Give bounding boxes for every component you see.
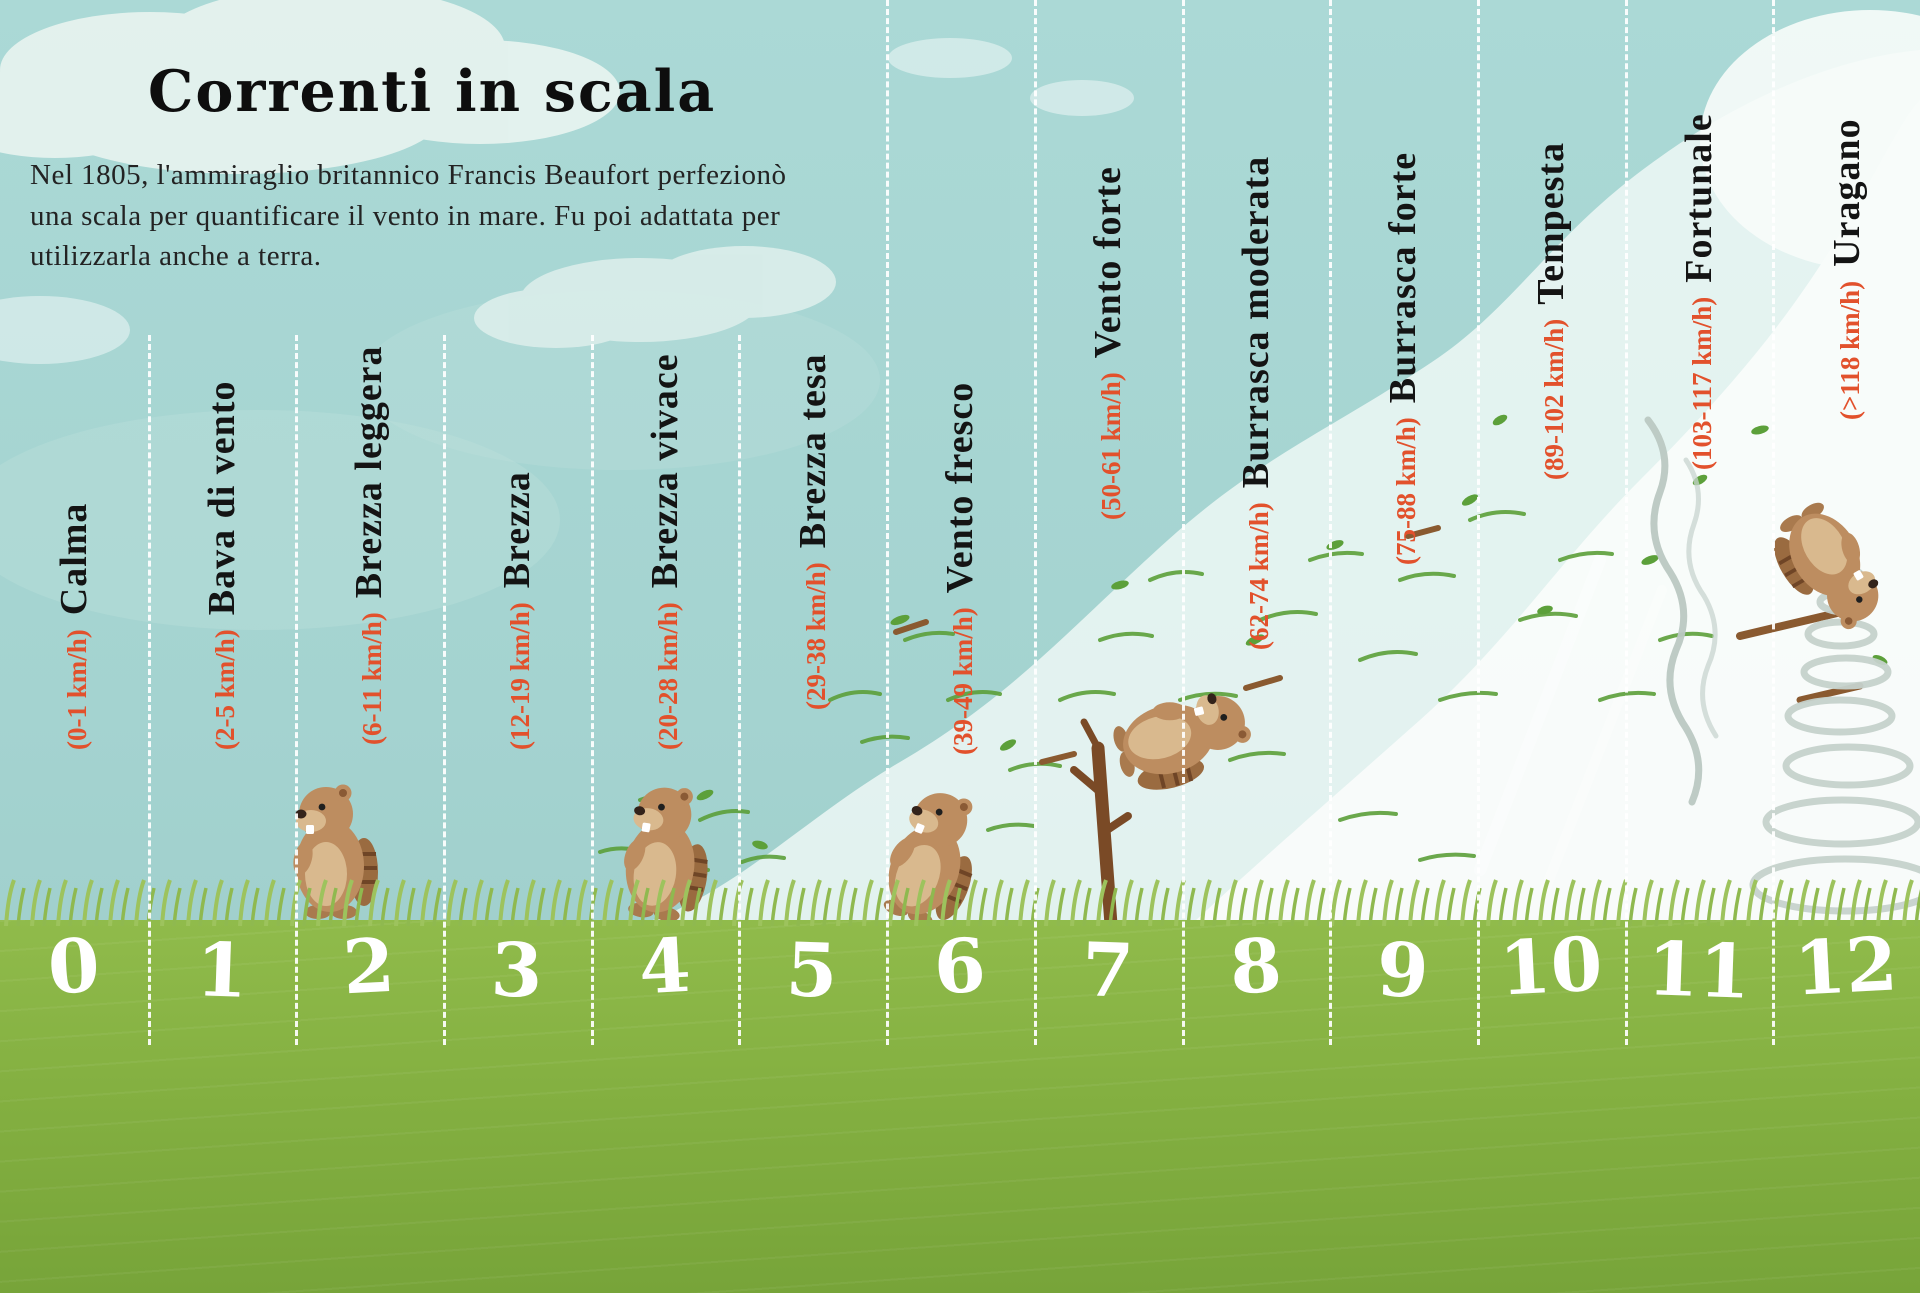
scale-number-1: 1: [194, 927, 249, 1015]
wind-name: Brezza leggera: [348, 345, 390, 599]
scale-number-3: 3: [489, 927, 545, 1015]
scale-number-4: 4: [636, 922, 693, 1012]
beaufort-label-7: (50-61 km/h) Vento forte: [1086, 166, 1138, 520]
header: Correnti in scala Nel 1805, l'ammiraglio…: [30, 58, 810, 277]
speed-range: (50-61 km/h): [1096, 372, 1126, 520]
clouds: [0, 0, 1134, 364]
grass-fringe: [0, 874, 1920, 928]
speed-range: (89-102 km/h): [1539, 318, 1569, 480]
column-divider: [738, 335, 741, 1045]
scale-number-10: 10: [1497, 921, 1605, 1013]
column-divider: [591, 335, 594, 1045]
scale-number-9: 9: [1375, 927, 1431, 1015]
wind-name: Calma: [53, 502, 95, 616]
wind-name: Burrasca moderata: [1235, 155, 1277, 489]
wind-name: Brezza: [496, 471, 538, 589]
column-divider: [1182, 0, 1185, 1045]
speed-range: (0-1 km/h): [62, 629, 92, 750]
speed-range: (12-19 km/h): [505, 602, 535, 750]
page-title: Correnti in scala: [148, 58, 717, 125]
beaufort-label-3: (12-19 km/h) Brezza: [495, 471, 547, 750]
speed-range: (39-49 km/h): [948, 607, 978, 755]
scale-number-6: 6: [932, 922, 988, 1012]
wind-name: Bava di vento: [201, 380, 243, 616]
column-divider: [1034, 0, 1037, 1045]
wind-name: Fortunale: [1678, 113, 1720, 283]
column-divider: [148, 335, 151, 1045]
beaufort-label-5: (29-38 km/h) Brezza tesa: [791, 353, 843, 710]
column-divider: [1625, 0, 1628, 1045]
wind-name: Brezza vivace: [644, 353, 686, 589]
speed-range: (29-38 km/h): [801, 562, 831, 710]
beaufort-label-12: (>118 km/h) Uragano: [1825, 118, 1877, 420]
beaufort-label-2: (6-11 km/h) Brezza leggera: [347, 345, 399, 745]
scale-number-12: 12: [1792, 921, 1900, 1013]
scale-number-0: 0: [45, 922, 102, 1012]
scale-number-11: 11: [1645, 926, 1752, 1016]
speed-range: (62-74 km/h): [1244, 502, 1274, 650]
beaufort-label-9: (75-88 km/h) Burrasca forte: [1381, 152, 1433, 565]
beaufort-label-1: (2-5 km/h) Bava di vento: [200, 381, 252, 750]
speed-range: (2-5 km/h): [210, 629, 240, 750]
wind-name: Vento fresco: [939, 381, 981, 594]
column-divider: [443, 335, 446, 1045]
scale-number-2: 2: [341, 922, 398, 1012]
sky-light-patches: [0, 290, 880, 630]
wind-name: Vento forte: [1087, 166, 1129, 359]
column-divider: [1477, 0, 1480, 1045]
speed-range: (6-11 km/h): [357, 612, 387, 745]
speed-range: (103-117 km/h): [1687, 296, 1717, 470]
beaufort-label-6: (39-49 km/h) Vento fresco: [938, 382, 990, 755]
wind-name: Burrasca forte: [1382, 151, 1424, 404]
wind-name: Tempesta: [1530, 141, 1572, 305]
scale-number-7: 7: [1080, 927, 1135, 1015]
column-divider: [1329, 0, 1332, 1045]
beaufort-label-11: (103-117 km/h) Fortunale: [1677, 113, 1729, 470]
speed-range: (20-28 km/h): [653, 602, 683, 750]
column-divider: [295, 335, 298, 1045]
scale-number-8: 8: [1227, 922, 1284, 1012]
wind-cloud-mass: [600, 10, 1920, 935]
wind-name: Uragano: [1826, 118, 1868, 267]
scale-number-5: 5: [784, 927, 840, 1015]
speed-range: (>118 km/h): [1835, 280, 1865, 420]
storm-scribble: [1644, 416, 1719, 806]
speed-range: (75-88 km/h): [1391, 417, 1421, 565]
intro-paragraph: Nel 1805, l'ammiraglio britannico Franci…: [30, 159, 787, 273]
scale-numbers-row: 0 1 2 3 4 5 6 7 8 9 10 11 12: [0, 921, 1920, 1015]
column-divider: [1772, 0, 1775, 1045]
beaufort-label-8: (62-74 km/h) Burrasca moderata: [1234, 156, 1286, 650]
beaufort-label-4: (20-28 km/h) Brezza vivace: [643, 353, 695, 750]
beaufort-label-10: (89-102 km/h) Tempesta: [1529, 142, 1581, 480]
beaufort-label-0: (0-1 km/h) Calma: [52, 503, 104, 750]
ground-band: 0 1 2 3 4 5 6 7 8 9 10 11 12: [0, 920, 1920, 1293]
column-divider: [886, 0, 889, 1045]
wind-name: Brezza tesa: [792, 353, 834, 549]
